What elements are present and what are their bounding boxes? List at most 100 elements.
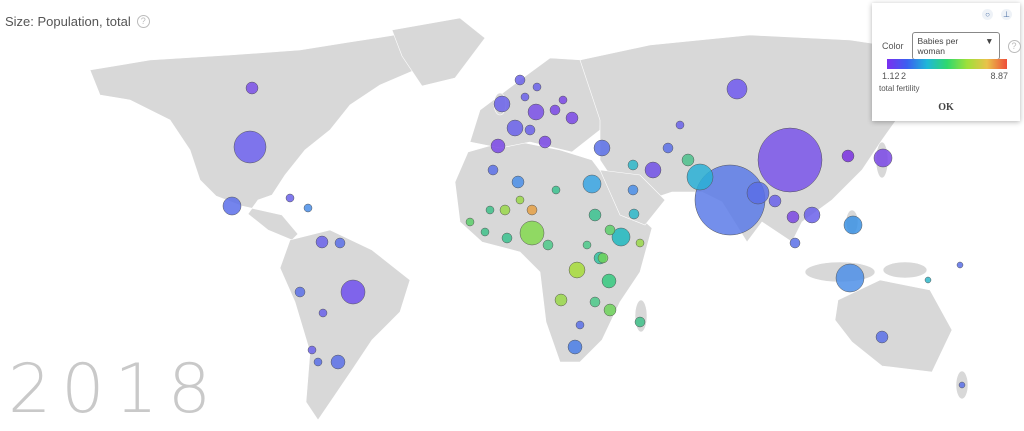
country-bubble[interactable] — [635, 238, 645, 248]
indicator-name: total fertility — [879, 84, 920, 93]
country-bubble[interactable] — [233, 130, 267, 164]
country-bubble[interactable] — [526, 204, 538, 216]
country-bubble[interactable] — [524, 124, 536, 136]
country-bubble[interactable] — [628, 208, 640, 220]
color-gradient-bar[interactable] — [887, 59, 1007, 69]
country-bubble[interactable] — [835, 263, 865, 293]
year-label: 2018 — [8, 350, 222, 429]
country-bubble[interactable] — [542, 239, 554, 251]
help-icon[interactable]: ? — [1007, 39, 1021, 53]
madagascar — [634, 299, 648, 333]
country-bubble[interactable] — [501, 232, 513, 244]
country-bubble[interactable] — [493, 95, 511, 113]
country-bubble[interactable] — [768, 194, 782, 208]
country-bubble[interactable] — [245, 81, 259, 95]
country-bubble[interactable] — [465, 217, 475, 227]
size-indicator-label[interactable]: Size: Population, total ? — [5, 14, 150, 29]
country-bubble[interactable] — [789, 237, 801, 249]
scale-min[interactable]: 1.12 — [882, 71, 900, 81]
country-bubble[interactable] — [318, 308, 328, 318]
country-bubble[interactable] — [532, 82, 542, 92]
help-icon[interactable]: ? — [136, 15, 150, 28]
country-bubble[interactable] — [575, 320, 585, 330]
country-bubble[interactable] — [487, 164, 499, 176]
country-bubble[interactable] — [538, 135, 552, 149]
country-bubble[interactable] — [627, 184, 639, 196]
country-bubble[interactable] — [520, 92, 530, 102]
country-bubble[interactable] — [627, 159, 639, 171]
country-bubble[interactable] — [588, 208, 602, 222]
country-bubble[interactable] — [519, 220, 545, 246]
arabia — [599, 169, 666, 226]
country-bubble[interactable] — [924, 276, 932, 284]
country-bubble[interactable] — [565, 111, 579, 125]
country-bubble[interactable] — [294, 286, 306, 298]
ok-button[interactable]: OK — [938, 102, 954, 113]
country-bubble[interactable] — [480, 227, 490, 237]
country-bubble[interactable] — [726, 78, 748, 100]
country-bubble[interactable] — [644, 161, 662, 179]
country-bubble[interactable] — [514, 74, 526, 86]
color-label: Color — [882, 41, 904, 51]
country-bubble[interactable] — [841, 149, 855, 163]
country-bubble[interactable] — [597, 252, 609, 264]
color-indicator-select[interactable]: Babies per woman ▼ — [911, 32, 1000, 60]
selected-indicator: Babies per woman — [917, 36, 959, 56]
country-bubble[interactable] — [515, 195, 525, 205]
country-bubble[interactable] — [222, 196, 242, 216]
country-bubble[interactable] — [568, 261, 586, 279]
country-bubble[interactable] — [285, 193, 295, 203]
scale-max[interactable]: 8.87 — [990, 71, 1008, 81]
country-bubble[interactable] — [956, 261, 964, 269]
country-bubble[interactable] — [582, 174, 602, 194]
country-bubbles[interactable] — [222, 74, 966, 389]
country-bubble[interactable] — [582, 240, 592, 250]
country-bubble[interactable] — [873, 148, 893, 168]
africa — [454, 139, 653, 363]
country-bubble[interactable] — [554, 293, 568, 307]
country-bubble[interactable] — [611, 227, 631, 247]
country-bubble[interactable] — [875, 330, 889, 344]
country-bubble[interactable] — [601, 273, 617, 289]
country-bubble[interactable] — [567, 339, 583, 355]
country-bubble[interactable] — [803, 206, 821, 224]
country-bubble[interactable] — [786, 210, 800, 224]
country-bubble[interactable] — [313, 357, 323, 367]
lasso-icon[interactable]: ○ — [982, 9, 993, 20]
color-panel: ○ ⊥ Color Babies per woman ▼ ? 1.12 2 8.… — [872, 3, 1021, 121]
country-bubble[interactable] — [558, 95, 568, 105]
dropdown-arrow-icon: ▼ — [985, 36, 994, 46]
country-bubble[interactable] — [511, 175, 525, 189]
country-bubble[interactable] — [662, 142, 674, 154]
pin-icon[interactable]: ⊥ — [1001, 9, 1012, 20]
country-bubble[interactable] — [593, 139, 611, 157]
country-bubble[interactable] — [757, 127, 823, 193]
country-bubble[interactable] — [549, 104, 561, 116]
country-bubble[interactable] — [589, 296, 601, 308]
country-bubble[interactable] — [551, 185, 561, 195]
country-bubble[interactable] — [315, 235, 329, 249]
country-bubble[interactable] — [334, 237, 346, 249]
country-bubble[interactable] — [746, 181, 770, 205]
country-bubble[interactable] — [843, 215, 863, 235]
country-bubble[interactable] — [303, 203, 313, 213]
country-bubble[interactable] — [330, 354, 346, 370]
country-bubble[interactable] — [307, 345, 317, 355]
country-bubble[interactable] — [527, 103, 545, 121]
country-bubble[interactable] — [499, 204, 511, 216]
country-bubble[interactable] — [958, 381, 966, 389]
country-bubble[interactable] — [604, 224, 616, 236]
south-america — [279, 229, 411, 421]
land-masses — [89, 17, 1006, 421]
country-bubble[interactable] — [490, 138, 506, 154]
country-bubble[interactable] — [485, 205, 495, 215]
australia — [834, 279, 953, 373]
country-bubble[interactable] — [686, 163, 714, 191]
scale-mid[interactable]: 2 — [901, 71, 907, 81]
country-bubble[interactable] — [603, 303, 617, 317]
country-bubble[interactable] — [675, 120, 685, 130]
country-bubble[interactable] — [506, 119, 524, 137]
country-bubble[interactable] — [681, 153, 695, 167]
country-bubble[interactable] — [340, 279, 366, 305]
country-bubble[interactable] — [634, 316, 646, 328]
